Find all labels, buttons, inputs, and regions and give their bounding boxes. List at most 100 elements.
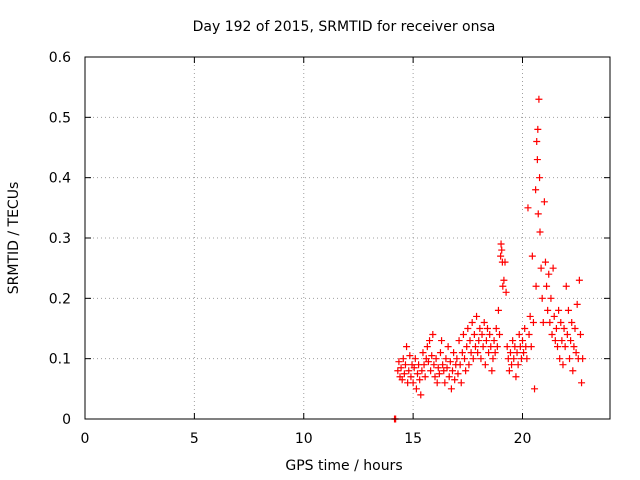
y-axis-ticks: 0 0.1 0.2 0.3 0.4 0.5 0.6 bbox=[49, 50, 610, 428]
data-point bbox=[496, 331, 504, 339]
data-point bbox=[468, 318, 476, 326]
data-point bbox=[533, 137, 541, 145]
data-point bbox=[490, 337, 498, 345]
data-point bbox=[428, 352, 436, 360]
data-point bbox=[409, 379, 417, 387]
data-point bbox=[416, 376, 424, 384]
x-tick-label: 20 bbox=[514, 431, 532, 447]
data-point bbox=[466, 337, 474, 345]
data-point bbox=[414, 370, 421, 378]
data-point bbox=[478, 331, 486, 339]
y-axis-label: SRMTID / TECUs bbox=[6, 182, 22, 295]
data-point bbox=[461, 355, 469, 363]
data-point bbox=[487, 343, 495, 351]
data-point bbox=[459, 331, 467, 339]
data-point bbox=[512, 373, 520, 381]
data-point bbox=[444, 343, 452, 351]
data-point bbox=[526, 312, 534, 320]
data-point bbox=[445, 373, 453, 381]
data-point bbox=[423, 343, 431, 351]
data-point bbox=[473, 312, 481, 320]
data-point bbox=[534, 210, 542, 218]
data-point bbox=[467, 349, 475, 357]
data-point bbox=[432, 355, 440, 363]
data-point bbox=[536, 228, 544, 236]
x-tick-label: 10 bbox=[295, 431, 313, 447]
data-point bbox=[471, 343, 479, 351]
data-point bbox=[551, 337, 559, 345]
y-tick-label: 0.1 bbox=[49, 352, 71, 368]
data-point bbox=[435, 370, 443, 378]
data-point bbox=[540, 198, 548, 206]
data-point bbox=[505, 367, 513, 375]
data-point bbox=[406, 352, 414, 360]
data-point bbox=[446, 358, 454, 366]
data-point bbox=[544, 306, 552, 314]
data-point bbox=[532, 282, 540, 290]
data-point bbox=[454, 370, 462, 378]
data-point bbox=[419, 349, 427, 357]
data-point bbox=[558, 337, 566, 345]
data-point bbox=[407, 373, 415, 381]
data-point bbox=[456, 361, 464, 369]
data-point bbox=[494, 306, 502, 314]
data-point bbox=[418, 367, 426, 375]
data-point bbox=[476, 325, 484, 332]
chart-title: Day 192 of 2015, SRMTID for receiver ons… bbox=[193, 19, 496, 35]
data-point bbox=[431, 373, 439, 381]
data-point bbox=[489, 355, 497, 363]
data-point bbox=[470, 331, 478, 339]
data-point bbox=[554, 343, 561, 351]
data-point bbox=[503, 343, 511, 351]
data-point bbox=[533, 156, 541, 164]
data-point bbox=[455, 337, 463, 345]
data-point bbox=[403, 343, 411, 351]
data-point bbox=[447, 385, 455, 393]
data-point bbox=[451, 376, 459, 384]
data-point bbox=[449, 367, 456, 375]
data-point bbox=[398, 376, 406, 384]
data-point bbox=[438, 337, 446, 345]
data-point bbox=[450, 349, 458, 357]
data-point bbox=[573, 300, 581, 308]
data-point bbox=[457, 379, 465, 387]
data-point bbox=[550, 312, 558, 320]
data-point bbox=[532, 186, 540, 194]
data-point bbox=[547, 294, 555, 302]
data-point bbox=[482, 337, 490, 345]
data-point bbox=[440, 367, 448, 375]
data-point bbox=[481, 361, 489, 369]
data-point bbox=[559, 361, 567, 369]
data-point bbox=[417, 391, 425, 399]
y-tick-label: 0.5 bbox=[49, 110, 71, 126]
data-point bbox=[412, 385, 420, 393]
data-point bbox=[486, 331, 494, 339]
data-point bbox=[528, 252, 536, 260]
y-tick-label: 0.2 bbox=[49, 291, 71, 307]
data-point bbox=[563, 331, 571, 339]
data-point bbox=[429, 331, 437, 339]
y-tick-label: 0.3 bbox=[49, 231, 71, 247]
data-point bbox=[524, 204, 532, 212]
data-point bbox=[570, 343, 578, 351]
data-point bbox=[491, 349, 499, 357]
data-point bbox=[488, 367, 496, 375]
data-point bbox=[543, 282, 551, 290]
data-point bbox=[477, 355, 485, 363]
data-point bbox=[513, 349, 521, 357]
data-point bbox=[508, 361, 516, 369]
data-point bbox=[502, 288, 510, 296]
x-tick-label: 0 bbox=[81, 431, 90, 447]
data-point bbox=[401, 361, 409, 369]
data-point bbox=[575, 276, 583, 284]
data-point bbox=[556, 355, 564, 363]
data-point bbox=[497, 252, 505, 260]
data-point bbox=[521, 325, 529, 332]
data-point bbox=[506, 349, 514, 357]
data-point bbox=[576, 331, 584, 339]
data-point bbox=[474, 349, 482, 357]
data-point bbox=[424, 358, 432, 366]
data-point bbox=[420, 361, 428, 369]
data-point bbox=[493, 343, 501, 351]
